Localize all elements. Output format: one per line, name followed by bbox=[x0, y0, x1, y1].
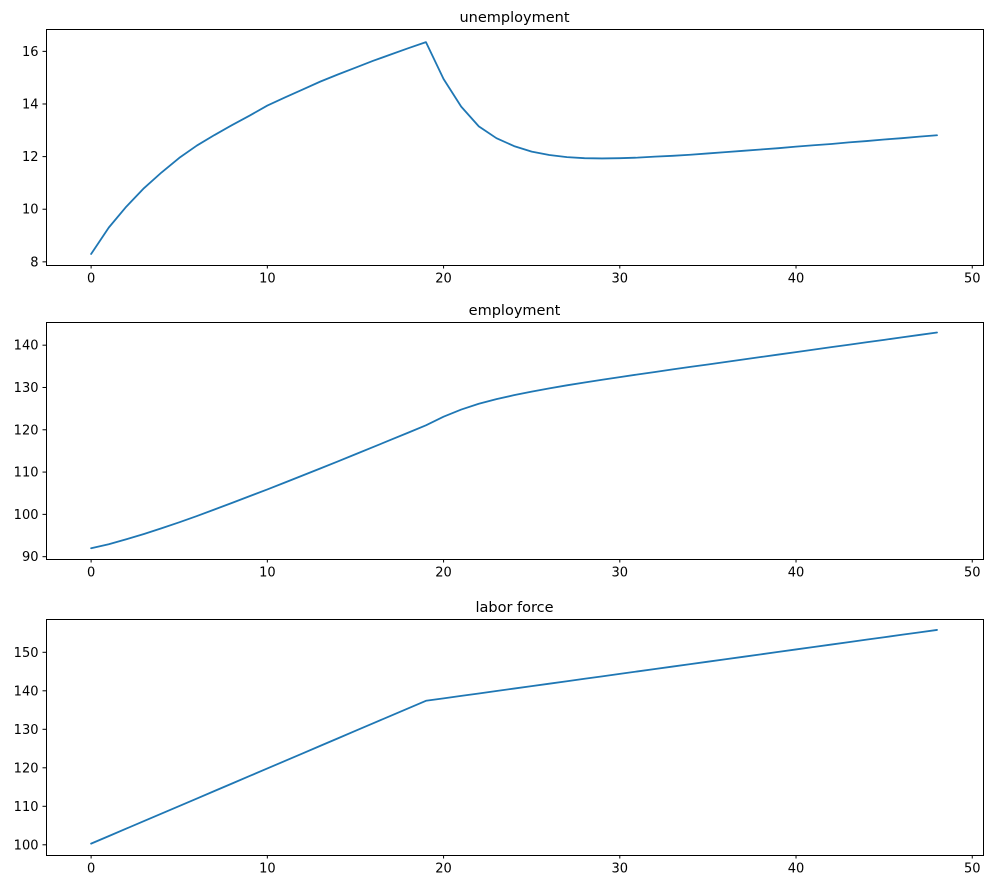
y-tick-label: 130 bbox=[14, 723, 39, 738]
y-tick-label: 130 bbox=[14, 381, 39, 396]
x-tick-label: 50 bbox=[964, 862, 981, 877]
series-line-employment bbox=[90, 331, 938, 550]
x-tick-label: 10 bbox=[259, 862, 276, 877]
subplot-title: labor force bbox=[475, 600, 553, 616]
subplot-labor-force: labor force 0 10 20 30 40 50 100 110 120 130 140 150 bbox=[14, 600, 984, 877]
x-tick-label: 0 bbox=[87, 566, 95, 581]
x-tick-label: 10 bbox=[259, 566, 276, 581]
y-tick-label: 140 bbox=[14, 684, 39, 699]
subplot-employment: employment 0 10 20 30 40 50 90 100 110 120 130 140 bbox=[14, 303, 984, 581]
x-tick-label: 20 bbox=[435, 566, 452, 581]
x-tick-label: 0 bbox=[87, 862, 95, 877]
y-tick-label: 8 bbox=[30, 255, 38, 270]
x-tick-label: 10 bbox=[259, 272, 276, 287]
y-tick-label: 110 bbox=[14, 800, 39, 815]
y-tick-label: 10 bbox=[22, 203, 39, 218]
subplot-unemployment: unemployment 0 10 20 30 40 50 8 10 12 14 16 bbox=[22, 10, 984, 287]
x-tick-label: 40 bbox=[788, 862, 805, 877]
x-tick-label: 40 bbox=[788, 272, 805, 287]
series-line-unemployment bbox=[90, 41, 938, 255]
y-tick-label: 100 bbox=[14, 508, 39, 523]
y-tick-label: 120 bbox=[14, 761, 39, 776]
y-tick-label: 14 bbox=[22, 97, 39, 112]
y-tick-label: 140 bbox=[14, 339, 39, 354]
x-tick-label: 30 bbox=[612, 566, 629, 581]
x-tick-label: 30 bbox=[612, 272, 629, 287]
series-line-labor-force bbox=[90, 629, 938, 845]
subplot-title: employment bbox=[469, 303, 561, 319]
x-tick-label: 50 bbox=[964, 272, 981, 287]
axes-frame bbox=[46, 322, 984, 560]
y-tick-label: 150 bbox=[14, 646, 39, 661]
y-tick-label: 120 bbox=[14, 423, 39, 438]
y-tick-label: 110 bbox=[14, 466, 39, 481]
y-tick-label: 12 bbox=[22, 150, 39, 165]
x-tick-label: 40 bbox=[788, 566, 805, 581]
y-tick-label: 90 bbox=[22, 550, 39, 565]
x-tick-label: 30 bbox=[612, 862, 629, 877]
y-tick-label: 16 bbox=[22, 45, 39, 60]
subplot-title: unemployment bbox=[459, 10, 569, 26]
x-tick-label: 0 bbox=[87, 272, 95, 287]
x-tick-label: 20 bbox=[435, 862, 452, 877]
x-tick-label: 20 bbox=[435, 272, 452, 287]
axes-frame bbox=[46, 619, 984, 856]
y-tick-label: 100 bbox=[14, 838, 39, 853]
axes-frame bbox=[46, 29, 984, 266]
x-tick-label: 50 bbox=[964, 566, 981, 581]
